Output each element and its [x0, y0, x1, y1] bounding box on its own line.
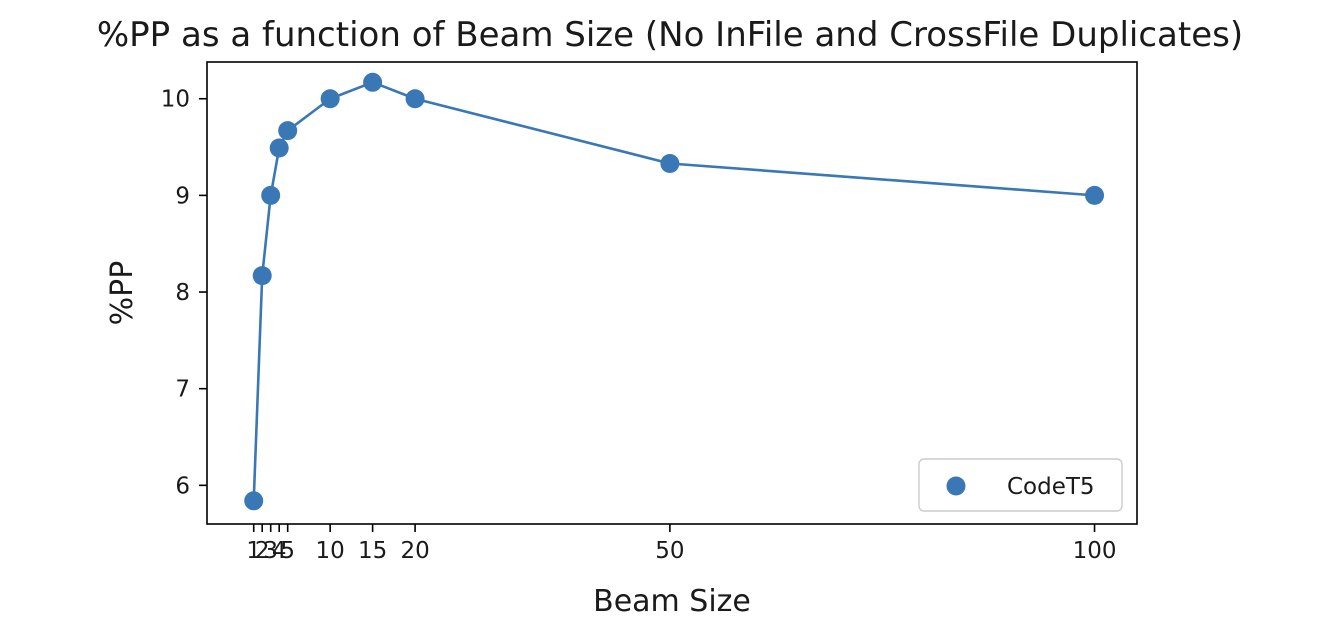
data-point: [252, 266, 272, 286]
x-tick-label: 15: [358, 538, 387, 564]
legend-marker: [946, 476, 966, 496]
y-tick-label: 7: [175, 377, 190, 403]
y-tick-label: 9: [175, 183, 190, 209]
x-tick-label: 5: [280, 538, 295, 564]
x-tick-label: 2: [255, 538, 270, 564]
x-tick-label: 50: [655, 538, 684, 564]
x-tick-label: 4: [272, 538, 287, 564]
data-point: [269, 138, 289, 158]
data-point: [261, 185, 281, 205]
legend-label: CodeT5: [1007, 474, 1095, 500]
x-tick-label: 100: [1073, 538, 1117, 564]
x-tick-label: 1: [246, 538, 261, 564]
series-line: [252, 81, 1095, 501]
data-point: [363, 72, 383, 92]
data-point: [405, 89, 425, 109]
y-axis: 6 7 8 9 10: [161, 87, 207, 499]
data-point: [320, 89, 340, 109]
x-axis-label: Beam Size: [593, 584, 751, 619]
y-axis-label: %PP: [105, 261, 140, 326]
data-point: [278, 121, 298, 141]
legend-box: [918, 458, 1123, 512]
chart-title: %PP as a function of Beam Size (No InFil…: [97, 15, 1243, 55]
y-tick-label: 8: [175, 280, 190, 306]
x-tick-label: 20: [400, 538, 429, 564]
data-point: [660, 153, 680, 173]
plot-frame: [206, 61, 1138, 525]
series-layer: [244, 72, 1105, 511]
y-tick-label: 6: [175, 473, 190, 499]
data-point: [1085, 185, 1105, 205]
x-tick-label: 3: [263, 538, 278, 564]
y-tick-label: 10: [161, 87, 190, 113]
x-tick-label: 10: [316, 538, 345, 564]
data-point: [244, 491, 264, 511]
legend: CodeT5: [918, 458, 1123, 512]
